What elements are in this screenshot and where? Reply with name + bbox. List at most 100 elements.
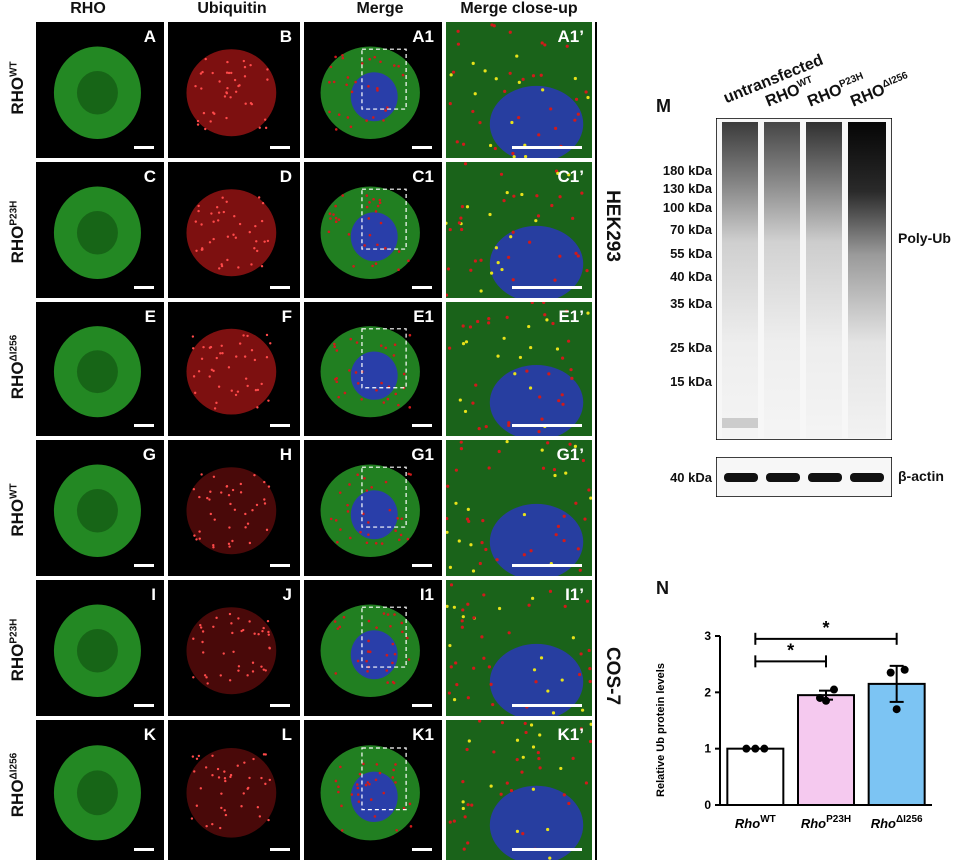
micrograph-rho-row2: C xyxy=(36,162,164,298)
scale-bar xyxy=(412,848,432,851)
panel-label: J xyxy=(282,585,292,604)
scale-bar xyxy=(512,564,582,567)
micrograph-merge-row1: A1 xyxy=(304,22,442,158)
data-point xyxy=(822,696,830,705)
micrograph-rho-row5: I xyxy=(36,580,164,716)
micrograph-ubiquitin-row5: J xyxy=(168,580,300,716)
panel-label: E1 xyxy=(413,307,434,326)
micrograph-closeup-row4: G1’ xyxy=(446,440,592,576)
scale-bar xyxy=(134,848,154,851)
bar xyxy=(867,682,926,806)
panel-label: G1’ xyxy=(556,445,584,464)
row-label-6: RHOΔI256 xyxy=(8,752,27,818)
micrograph-ubiquitin-row4: H xyxy=(168,440,300,576)
scale-bar xyxy=(512,704,582,707)
cell-line-divider xyxy=(595,22,597,860)
scale-bar xyxy=(134,564,154,567)
panel-label: C xyxy=(143,167,156,186)
micrograph-closeup-row2: C1’ xyxy=(446,162,592,298)
scale-bar xyxy=(512,286,582,289)
panel-label: A xyxy=(143,27,156,46)
chart-ylabel: Relative Ub protein levels xyxy=(655,663,667,797)
micrograph-closeup-row3: E1’ xyxy=(446,302,592,436)
panel-label: G1 xyxy=(411,445,434,464)
cell-line-label-cos7: COS-7 xyxy=(602,646,623,706)
mw-marker-label: 70 kDa xyxy=(670,222,712,237)
significance-label: * xyxy=(822,618,829,638)
poly-ub-blot xyxy=(716,118,892,440)
y-tick-label: 1 xyxy=(704,742,711,756)
data-point xyxy=(751,744,760,753)
scale-bar xyxy=(270,704,290,707)
scale-bar xyxy=(412,424,432,427)
micrograph-closeup-row5: I1’ xyxy=(446,580,592,716)
scale-bar xyxy=(412,704,432,707)
scale-bar xyxy=(270,564,290,567)
y-tick-label: 3 xyxy=(704,629,711,643)
mw-marker-label: 25 kDa xyxy=(670,340,712,355)
micrograph-rho-row4: G xyxy=(36,440,164,576)
row-label-5: RHOP23H xyxy=(8,618,27,682)
scale-bar xyxy=(412,146,432,149)
column-header-merge: Merge xyxy=(356,0,404,17)
micrograph-ubiquitin-row1: B xyxy=(168,22,300,158)
scale-bar xyxy=(134,704,154,707)
panel-label: B xyxy=(279,27,292,46)
panel-label: K xyxy=(143,725,156,744)
data-point xyxy=(816,693,824,702)
micrograph-ubiquitin-row3: F xyxy=(168,302,300,436)
micrograph-closeup-row6: K1’ xyxy=(446,720,592,860)
column-header-ubiquitin: Ubiquitin xyxy=(197,0,267,17)
x-tick-label: RhoΔI256 xyxy=(871,814,923,831)
micrograph-merge-row5: I1 xyxy=(304,580,442,716)
panel-label: E1’ xyxy=(558,307,584,326)
panel-label: A1 xyxy=(412,27,434,46)
scale-bar xyxy=(134,286,154,289)
y-tick-label: 0 xyxy=(704,798,711,812)
mw-marker-label: 15 kDa xyxy=(670,374,712,389)
panel-label: L xyxy=(281,725,292,744)
bar xyxy=(726,747,785,807)
row-label-2: RHOP23H xyxy=(8,200,27,264)
panel-label: K1 xyxy=(412,725,434,744)
panel-label: I1 xyxy=(419,585,434,604)
beta-actin-blot xyxy=(716,457,892,497)
micrograph-ubiquitin-row6: L xyxy=(168,720,300,860)
data-point xyxy=(742,744,751,753)
column-header-rho: RHO xyxy=(70,0,106,17)
x-tick-label: RhoP23H xyxy=(801,814,851,831)
panel-label: D xyxy=(279,167,292,186)
scale-bar xyxy=(270,848,290,851)
scale-bar xyxy=(512,146,582,149)
y-tick-label: 2 xyxy=(704,685,711,699)
micrograph-ubiquitin-row2: D xyxy=(168,162,300,298)
panel-label: A1’ xyxy=(557,27,584,46)
scale-bar xyxy=(134,424,154,427)
micrograph-closeup-row1: A1’ xyxy=(446,22,592,158)
panel-label: C1 xyxy=(412,167,434,186)
loading-control-label: β-actin xyxy=(898,468,944,484)
data-point xyxy=(760,744,769,753)
scale-bar xyxy=(412,286,432,289)
loading-marker-label: 40 kDa xyxy=(670,470,712,485)
scale-bar xyxy=(270,424,290,427)
micrograph-merge-row3: E1 xyxy=(304,302,442,436)
data-point xyxy=(886,668,895,677)
row-label-4: RHOWT xyxy=(8,483,27,537)
row-label-3: RHOΔI256 xyxy=(8,334,27,400)
cell-line-label-hek293: HEK293 xyxy=(602,190,623,262)
chart-panel-letter: N xyxy=(656,578,669,598)
panel-label: F xyxy=(281,307,292,326)
micrograph-merge-row2: C1 xyxy=(304,162,442,298)
significance-label: * xyxy=(787,640,794,660)
panel-label: C1’ xyxy=(557,167,584,186)
data-point xyxy=(830,685,838,694)
panel-label: H xyxy=(279,445,292,464)
scale-bar xyxy=(412,564,432,567)
scale-bar xyxy=(512,848,582,851)
row-label-1: RHOWT xyxy=(8,61,27,115)
micrograph-rho-row1: A xyxy=(36,22,164,158)
mw-marker-label: 55 kDa xyxy=(670,246,712,261)
column-header-merge-closeup: Merge close-up xyxy=(460,0,578,17)
